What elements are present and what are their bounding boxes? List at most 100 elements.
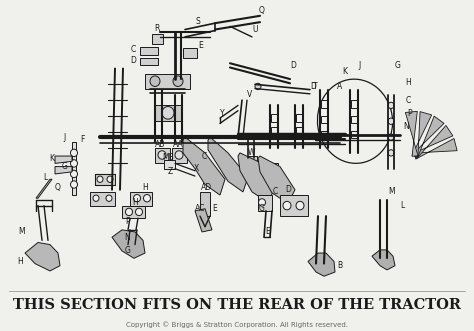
Text: J: J	[359, 61, 361, 70]
Polygon shape	[72, 142, 76, 195]
Polygon shape	[257, 164, 278, 181]
Text: X: X	[193, 164, 199, 173]
Polygon shape	[195, 209, 212, 232]
Circle shape	[388, 150, 394, 156]
Polygon shape	[95, 174, 115, 184]
Circle shape	[388, 102, 394, 109]
Polygon shape	[145, 74, 190, 89]
Text: U: U	[252, 25, 258, 34]
Bar	[271, 114, 277, 122]
Circle shape	[134, 195, 140, 202]
Text: G: G	[62, 162, 68, 171]
Polygon shape	[405, 111, 418, 156]
Text: Z: Z	[167, 167, 173, 176]
Polygon shape	[308, 253, 335, 276]
Text: M: M	[389, 187, 395, 196]
Text: P: P	[408, 109, 412, 118]
Text: C: C	[130, 45, 136, 54]
Circle shape	[150, 76, 160, 86]
Text: Q: Q	[259, 6, 265, 15]
Polygon shape	[155, 148, 170, 164]
Text: C: C	[273, 187, 278, 196]
Polygon shape	[140, 47, 158, 55]
Circle shape	[71, 160, 78, 167]
Circle shape	[268, 167, 276, 176]
Text: E: E	[265, 227, 270, 236]
Polygon shape	[258, 156, 295, 204]
Text: E: E	[199, 41, 203, 50]
Text: K: K	[343, 67, 347, 76]
Text: H: H	[17, 257, 23, 266]
Text: B: B	[337, 261, 343, 270]
Text: AA: AA	[173, 140, 183, 149]
Polygon shape	[36, 179, 52, 198]
Text: D: D	[310, 82, 316, 91]
Text: R: R	[155, 24, 160, 33]
Polygon shape	[172, 148, 187, 164]
Bar	[271, 126, 277, 135]
Polygon shape	[258, 195, 272, 211]
Text: A: A	[337, 82, 343, 91]
Bar	[351, 100, 357, 108]
Text: D: D	[285, 185, 291, 194]
Polygon shape	[122, 206, 145, 218]
Circle shape	[283, 201, 291, 210]
Polygon shape	[208, 137, 248, 192]
Polygon shape	[55, 166, 72, 174]
Text: AD: AD	[201, 183, 212, 192]
Text: D: D	[130, 56, 136, 65]
Polygon shape	[130, 192, 152, 206]
Text: THIS SECTION FITS ON THE REAR OF THE TRACTOR: THIS SECTION FITS ON THE REAR OF THE TRA…	[13, 298, 461, 311]
Text: Y: Y	[219, 109, 224, 118]
Text: J: J	[64, 132, 66, 142]
Circle shape	[388, 118, 394, 124]
Polygon shape	[200, 192, 210, 216]
Text: L: L	[400, 201, 404, 210]
Text: P: P	[126, 217, 130, 226]
Text: N: N	[403, 122, 409, 131]
Text: G: G	[395, 61, 401, 70]
Text: W: W	[248, 148, 256, 157]
Text: AC: AC	[195, 204, 205, 213]
Text: H: H	[405, 78, 411, 87]
Circle shape	[162, 107, 174, 119]
Circle shape	[71, 149, 78, 157]
Circle shape	[71, 170, 78, 178]
Polygon shape	[152, 34, 163, 44]
Text: M: M	[18, 227, 25, 236]
Polygon shape	[183, 137, 225, 195]
Text: G: G	[125, 246, 131, 256]
Text: F: F	[80, 135, 84, 144]
Text: S: S	[196, 17, 201, 25]
Circle shape	[71, 181, 78, 188]
Circle shape	[136, 208, 143, 215]
Polygon shape	[25, 243, 60, 271]
Circle shape	[175, 151, 183, 159]
Text: K: K	[49, 154, 55, 163]
Circle shape	[144, 195, 151, 202]
Bar	[296, 126, 302, 135]
Circle shape	[126, 208, 133, 215]
Text: L: L	[43, 173, 47, 182]
Bar	[351, 116, 357, 123]
Text: Copyright © Briggs & Stratton Corporation. All Rights reserved.: Copyright © Briggs & Stratton Corporatio…	[126, 321, 348, 328]
Bar	[321, 131, 327, 138]
Polygon shape	[140, 58, 158, 65]
Bar	[321, 100, 327, 108]
Polygon shape	[413, 125, 453, 159]
Polygon shape	[245, 156, 257, 166]
Circle shape	[258, 199, 265, 206]
Bar	[351, 131, 357, 138]
Text: D: D	[290, 61, 296, 70]
Circle shape	[107, 176, 113, 182]
Circle shape	[97, 176, 103, 182]
Text: G: G	[259, 204, 265, 213]
Circle shape	[255, 83, 261, 90]
Bar	[296, 114, 302, 122]
Text: C: C	[201, 152, 207, 161]
Text: T: T	[313, 82, 317, 91]
Polygon shape	[412, 112, 432, 157]
Polygon shape	[183, 49, 197, 58]
Circle shape	[296, 201, 304, 210]
Polygon shape	[412, 116, 444, 158]
